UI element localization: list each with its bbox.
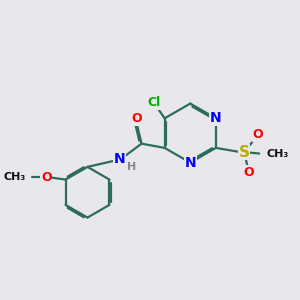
Text: H: H xyxy=(128,162,136,172)
Text: N: N xyxy=(184,156,196,170)
Text: N: N xyxy=(114,152,126,166)
Text: CH₃: CH₃ xyxy=(266,148,289,158)
Text: N: N xyxy=(210,111,222,125)
Text: O: O xyxy=(243,166,254,179)
Text: CH₃: CH₃ xyxy=(4,172,26,182)
Text: Cl: Cl xyxy=(147,96,161,109)
Text: O: O xyxy=(253,128,263,141)
Text: O: O xyxy=(131,112,142,125)
Text: O: O xyxy=(41,171,52,184)
Text: S: S xyxy=(238,145,250,160)
